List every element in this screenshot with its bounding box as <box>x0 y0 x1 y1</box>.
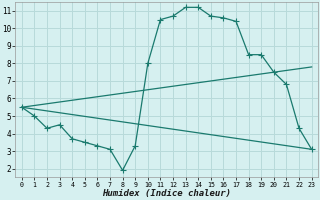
X-axis label: Humidex (Indice chaleur): Humidex (Indice chaleur) <box>102 189 231 198</box>
